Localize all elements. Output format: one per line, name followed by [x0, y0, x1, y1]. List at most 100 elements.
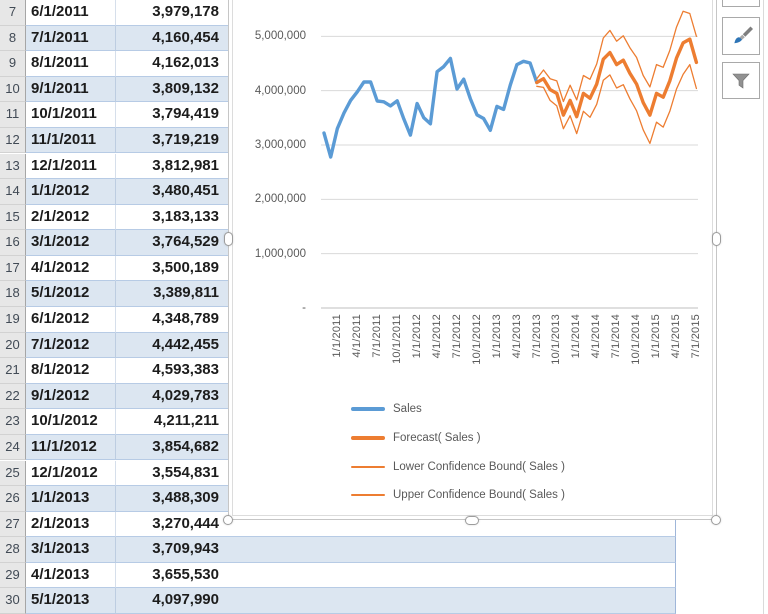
- chart-resize-handle-bottom-left[interactable]: [223, 515, 233, 525]
- chart-resize-handle-left[interactable]: [224, 232, 233, 246]
- row-header[interactable]: 8: [0, 25, 26, 52]
- date-cell[interactable]: 3/1/2012: [26, 230, 115, 256]
- legend-swatch: [351, 436, 385, 440]
- row-header[interactable]: 22: [0, 383, 26, 410]
- sales-line[interactable]: [322, 56, 539, 159]
- date-cell[interactable]: 11/1/2011: [26, 127, 115, 154]
- row-header[interactable]: 13: [0, 153, 26, 180]
- value-cell[interactable]: 3,794,419: [115, 102, 227, 128]
- row-header[interactable]: 9: [0, 51, 26, 77]
- value-cell[interactable]: 3,183,133: [115, 204, 227, 231]
- date-cell[interactable]: 6/1/2011: [26, 0, 115, 26]
- value-cell[interactable]: 3,500,189: [115, 255, 227, 282]
- chart-styles-button[interactable]: [722, 17, 760, 55]
- value-cell[interactable]: 4,162,013: [115, 51, 227, 77]
- value-cell[interactable]: 3,709,943: [115, 537, 227, 563]
- row-header[interactable]: 28: [0, 537, 26, 563]
- y-axis-label: 3,000,000: [254, 139, 306, 151]
- date-cell[interactable]: 11/1/2012: [26, 434, 115, 461]
- row-header[interactable]: 17: [0, 255, 26, 282]
- row-header[interactable]: 27: [0, 511, 26, 538]
- value-cell[interactable]: 3,480,451: [115, 179, 227, 205]
- row-header[interactable]: 19: [0, 307, 26, 333]
- value-cell[interactable]: 4,097,990: [115, 588, 227, 614]
- table-row: 30 5/1/2013 4,097,990: [0, 588, 676, 614]
- row-header[interactable]: 26: [0, 486, 26, 512]
- legend-item[interactable]: Upper Confidence Bound( Sales ): [351, 488, 565, 502]
- forecast-sales-line[interactable]: [535, 37, 699, 119]
- lower-confidence-bound-sales-line[interactable]: [536, 63, 698, 145]
- row-header[interactable]: 30: [0, 588, 26, 614]
- table-row: 29 4/1/2013 3,655,530: [0, 562, 676, 589]
- date-cell[interactable]: 4/1/2013: [26, 563, 115, 589]
- value-cell[interactable]: 3,488,309: [115, 486, 227, 512]
- value-cell[interactable]: 3,764,529: [115, 230, 227, 256]
- row-header[interactable]: 23: [0, 409, 26, 435]
- chart-plot-area[interactable]: [229, 0, 718, 521]
- value-cell[interactable]: 3,655,530: [115, 562, 227, 589]
- value-cell[interactable]: 4,029,783: [115, 383, 227, 410]
- legend-item[interactable]: Forecast( Sales ): [351, 431, 481, 445]
- date-cell[interactable]: 8/1/2012: [26, 358, 115, 384]
- date-cell[interactable]: 12/1/2012: [26, 461, 115, 487]
- row-header[interactable]: 16: [0, 230, 26, 256]
- y-axis-label: 1,000,000: [254, 247, 306, 260]
- value-cell[interactable]: 3,389,811: [115, 281, 227, 307]
- legend-item[interactable]: Sales: [351, 402, 422, 416]
- value-cell[interactable]: 3,812,981: [115, 153, 227, 180]
- date-cell[interactable]: 10/1/2012: [26, 409, 115, 435]
- row-header[interactable]: 10: [0, 76, 26, 103]
- row-header[interactable]: 14: [0, 179, 26, 205]
- date-cell[interactable]: 12/1/2011: [26, 154, 115, 180]
- upper-confidence-bound-sales-line[interactable]: [536, 10, 698, 103]
- row-header[interactable]: 12: [0, 127, 26, 154]
- value-cell[interactable]: 4,211,211: [115, 409, 227, 435]
- date-cell[interactable]: 9/1/2012: [26, 383, 115, 410]
- row-header[interactable]: 20: [0, 332, 26, 359]
- date-cell[interactable]: 2/1/2012: [26, 205, 115, 231]
- date-cell[interactable]: 6/1/2012: [26, 307, 115, 333]
- date-cell[interactable]: 4/1/2012: [26, 256, 115, 282]
- date-cell[interactable]: 8/1/2011: [26, 51, 115, 77]
- value-cell[interactable]: 3,979,178: [115, 0, 227, 26]
- date-cell[interactable]: 9/1/2011: [26, 76, 115, 103]
- date-cell[interactable]: 5/1/2013: [26, 588, 115, 614]
- date-cell[interactable]: 3/1/2013: [26, 537, 115, 563]
- row-header[interactable]: 25: [0, 460, 26, 487]
- value-cell[interactable]: 3,270,444: [115, 511, 227, 538]
- chart-resize-handle-bottom-right[interactable]: [711, 515, 721, 525]
- value-cell[interactable]: 3,809,132: [115, 76, 227, 103]
- legend-label: Sales: [393, 403, 422, 415]
- row-header[interactable]: 18: [0, 281, 26, 307]
- chart-elements-button[interactable]: [722, 0, 760, 7]
- row-header[interactable]: 7: [0, 0, 26, 26]
- legend-item[interactable]: Lower Confidence Bound( Sales ): [351, 460, 565, 474]
- row-header[interactable]: 29: [0, 562, 26, 589]
- date-cell[interactable]: 2/1/2013: [26, 512, 115, 538]
- chart-resize-handle-bottom[interactable]: [465, 516, 479, 525]
- x-axis-label: 7/1/2014: [610, 314, 623, 359]
- value-cell[interactable]: 3,854,682: [115, 434, 227, 461]
- row-header[interactable]: 24: [0, 434, 26, 461]
- y-axis-label: 4,000,000: [254, 84, 306, 97]
- chart-filters-button[interactable]: [722, 62, 760, 99]
- value-cell[interactable]: 3,554,831: [115, 460, 227, 487]
- value-cell[interactable]: 3,719,219: [115, 127, 227, 154]
- chart-resize-handle-right[interactable]: [712, 232, 721, 246]
- row-header[interactable]: 15: [0, 204, 26, 231]
- value-cell[interactable]: 4,160,454: [115, 25, 227, 52]
- x-axis-label: 1/1/2015: [650, 314, 663, 359]
- row-header[interactable]: 21: [0, 358, 26, 384]
- value-cell[interactable]: 4,593,383: [115, 358, 227, 384]
- date-cell[interactable]: 10/1/2011: [26, 102, 115, 128]
- date-cell[interactable]: 1/1/2012: [26, 179, 115, 205]
- forecast-chart[interactable]: 5,000,000 4,000,000 3,000,000 2,000,000 1,00…: [228, 0, 717, 520]
- row-header[interactable]: 11: [0, 102, 26, 128]
- x-axis-label: 10/1/2013: [550, 314, 563, 365]
- date-cell[interactable]: 7/1/2012: [26, 332, 115, 359]
- date-cell[interactable]: 5/1/2012: [26, 281, 115, 307]
- value-cell[interactable]: 4,442,455: [115, 332, 227, 359]
- date-cell[interactable]: 7/1/2011: [26, 25, 115, 52]
- value-cell[interactable]: 4,348,789: [115, 307, 227, 333]
- date-cell[interactable]: 1/1/2013: [26, 486, 115, 512]
